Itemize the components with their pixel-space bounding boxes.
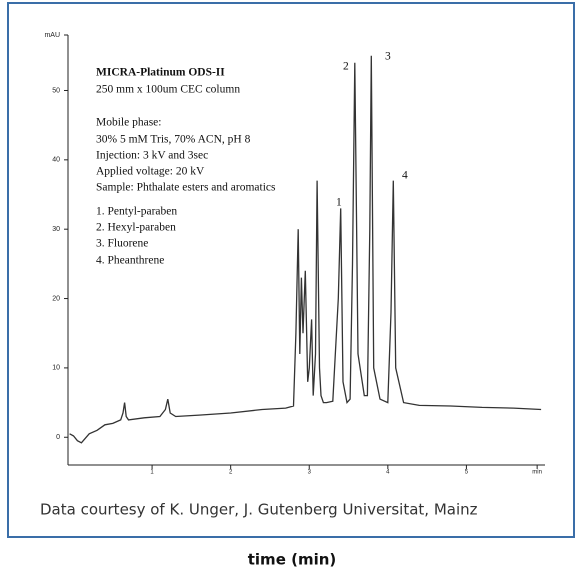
y-tick-label: 30	[52, 226, 60, 233]
x-tick-label: 1	[150, 470, 154, 476]
trace	[69, 55, 542, 444]
y-tick-label: mAU	[44, 32, 60, 39]
annotation: 3. Fluorene	[96, 238, 148, 250]
y-tick-label: 0	[56, 434, 60, 441]
frame	[7, 2, 575, 538]
annotation: Injection: 3 kV and 3sec	[96, 150, 208, 162]
peak-label: 3	[385, 51, 391, 63]
annotation: Applied voltage: 20 kV	[96, 166, 205, 178]
y-tick-label: 10	[52, 365, 60, 372]
annotation: 2. Hexyl-paraben	[96, 222, 176, 234]
peak-label: 4	[402, 170, 408, 182]
y-tick-label: 20	[52, 295, 60, 302]
peak-label: 1	[336, 197, 342, 209]
annotation: 4. Pheanthrene	[96, 255, 164, 267]
y-tick-label: 40	[52, 157, 60, 164]
annotation: 1. Pentyl-paraben	[96, 206, 177, 218]
caption: Data courtesy of K. Unger, J. Gutenberg …	[40, 501, 478, 519]
annotation: Mobile phase:	[96, 117, 161, 129]
annotation: 30% 5 mM Tris, 70% ACN, pH 8	[96, 134, 251, 146]
annotation: Sample: Phthalate esters and aromatics	[96, 182, 276, 194]
annotation: 250 mm x 100um CEC column	[96, 84, 240, 96]
x-tick-label: 4	[386, 470, 390, 476]
x-tick-label: 5	[465, 470, 469, 476]
x-tick-label: 2	[229, 470, 233, 476]
peak-label: 2	[343, 61, 349, 73]
x-tick-label: min	[532, 470, 542, 476]
annotation: MICRA-Platinum ODS-II	[96, 67, 225, 79]
x-tick-label: 3	[308, 470, 312, 476]
y-tick-label: 50	[52, 87, 60, 94]
x-axis-title: time (min)	[248, 551, 337, 569]
